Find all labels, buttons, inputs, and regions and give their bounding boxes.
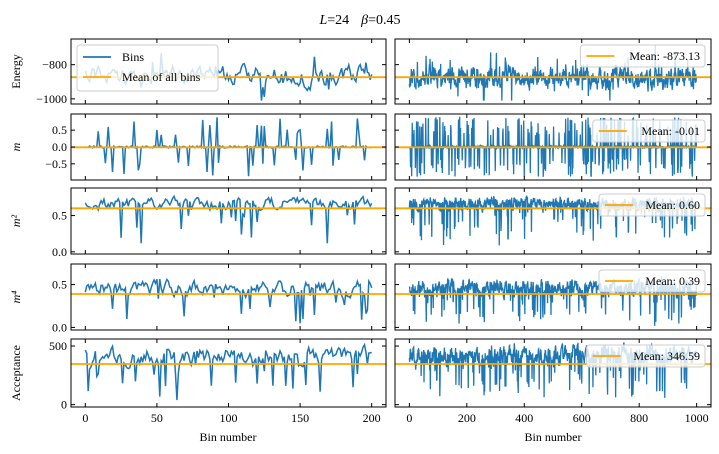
y-tick-label: 0.0 bbox=[52, 140, 67, 154]
y-axis-label: m² bbox=[9, 214, 23, 227]
panel-3-left: 0.0 0.5 m⁴ bbox=[9, 263, 387, 334]
x-tick-label: 150 bbox=[291, 411, 309, 425]
panel-2-left: 0.0 0.5 m² bbox=[9, 187, 387, 259]
axes-frame bbox=[394, 187, 712, 255]
x-axis-label-right: Bin number bbox=[525, 430, 582, 444]
x-axis-label-left: Bin number bbox=[200, 430, 257, 444]
legend-box bbox=[579, 44, 706, 68]
y-tick-label: 0 bbox=[61, 398, 67, 412]
x-tick-label: 200 bbox=[363, 411, 381, 425]
panel-4-left: 0 50 100 150 200 0 500 Acceptance bbox=[9, 338, 387, 425]
x-tick-label: 50 bbox=[151, 411, 163, 425]
series-line-bins bbox=[408, 45, 698, 101]
panel-0-right: Mean: -873.13 bbox=[394, 38, 712, 105]
x-tick-label: 0 bbox=[82, 411, 88, 425]
y-axis-label: m⁴ bbox=[9, 291, 23, 304]
legend-mean: Mean: 346.59 bbox=[586, 344, 706, 368]
series-line-bins bbox=[84, 194, 373, 244]
y-tick-label: 500 bbox=[49, 339, 67, 353]
figure-title: L=24 β=0.45 bbox=[318, 13, 400, 28]
y-tick-label: −800 bbox=[42, 58, 67, 72]
legend-mean: Mean: -0.01 bbox=[592, 119, 706, 143]
legend-box bbox=[586, 344, 706, 368]
axes-frame bbox=[70, 263, 387, 331]
series-line-bins bbox=[84, 342, 372, 401]
y-tick-label: −0.5 bbox=[45, 157, 67, 171]
x-tick-label: 100 bbox=[220, 411, 238, 425]
x-tick-label: 800 bbox=[630, 411, 648, 425]
panels-group: −1000 −800 Energy Bins Mean of all bins Mean:… bbox=[9, 38, 712, 425]
panel-1-left: −0.5 0.0 0.5 m bbox=[9, 113, 387, 181]
legend-label-mean: Mean: 346.59 bbox=[633, 349, 700, 363]
x-tick-label: 200 bbox=[458, 411, 476, 425]
legend-box bbox=[598, 193, 706, 217]
legend-mean: Mean: 0.60 bbox=[598, 193, 706, 217]
legend-label-mean: Mean: -873.13 bbox=[629, 49, 700, 63]
y-axis-label: m bbox=[9, 142, 23, 151]
legend-main: Bins Mean of all bins bbox=[76, 44, 219, 92]
legend-label-bins: Bins bbox=[122, 50, 144, 64]
legend-box bbox=[598, 269, 706, 293]
legend-mean: Mean: 0.39 bbox=[598, 269, 706, 293]
legend-label-mean: Mean of all bins bbox=[122, 70, 201, 84]
axes-frame bbox=[394, 38, 712, 105]
panel-3-right: Mean: 0.39 bbox=[394, 263, 712, 331]
y-axis-label: Energy bbox=[9, 54, 23, 88]
legend-label-mean: Mean: 0.39 bbox=[645, 274, 700, 288]
y-tick-label: 0.5 bbox=[52, 278, 67, 292]
y-tick-label: 0.0 bbox=[52, 245, 67, 259]
axes-frame bbox=[394, 263, 712, 331]
panel-0-left: −1000 −800 Energy Bins Mean of all bins bbox=[9, 38, 387, 106]
legend-label-mean: Mean: 0.60 bbox=[645, 198, 700, 212]
y-tick-label: 0.5 bbox=[52, 209, 67, 223]
y-tick-label: 0.5 bbox=[52, 123, 67, 137]
panel-1-right: Mean: -0.01 bbox=[394, 113, 712, 181]
y-axis-label: Acceptance bbox=[9, 345, 23, 401]
series-line-bins bbox=[84, 278, 373, 324]
legend-mean: Mean: -873.13 bbox=[579, 44, 706, 68]
x-tick-label: 400 bbox=[515, 411, 533, 425]
legend-box bbox=[76, 44, 219, 92]
x-tick-label: 0 bbox=[406, 411, 412, 425]
y-tick-label: −1000 bbox=[36, 92, 67, 106]
legend-box bbox=[592, 119, 706, 143]
legend-label-mean: Mean: -0.01 bbox=[641, 124, 700, 138]
panel-4-right: 0 200 400 600 800 1000 Mean: 346.59 bbox=[394, 338, 712, 425]
x-tick-label: 1000 bbox=[685, 411, 709, 425]
x-tick-label: 600 bbox=[573, 411, 591, 425]
panel-2-right: Mean: 0.60 bbox=[394, 187, 712, 255]
axes-frame bbox=[394, 338, 712, 408]
y-tick-label: 0.0 bbox=[52, 320, 67, 334]
